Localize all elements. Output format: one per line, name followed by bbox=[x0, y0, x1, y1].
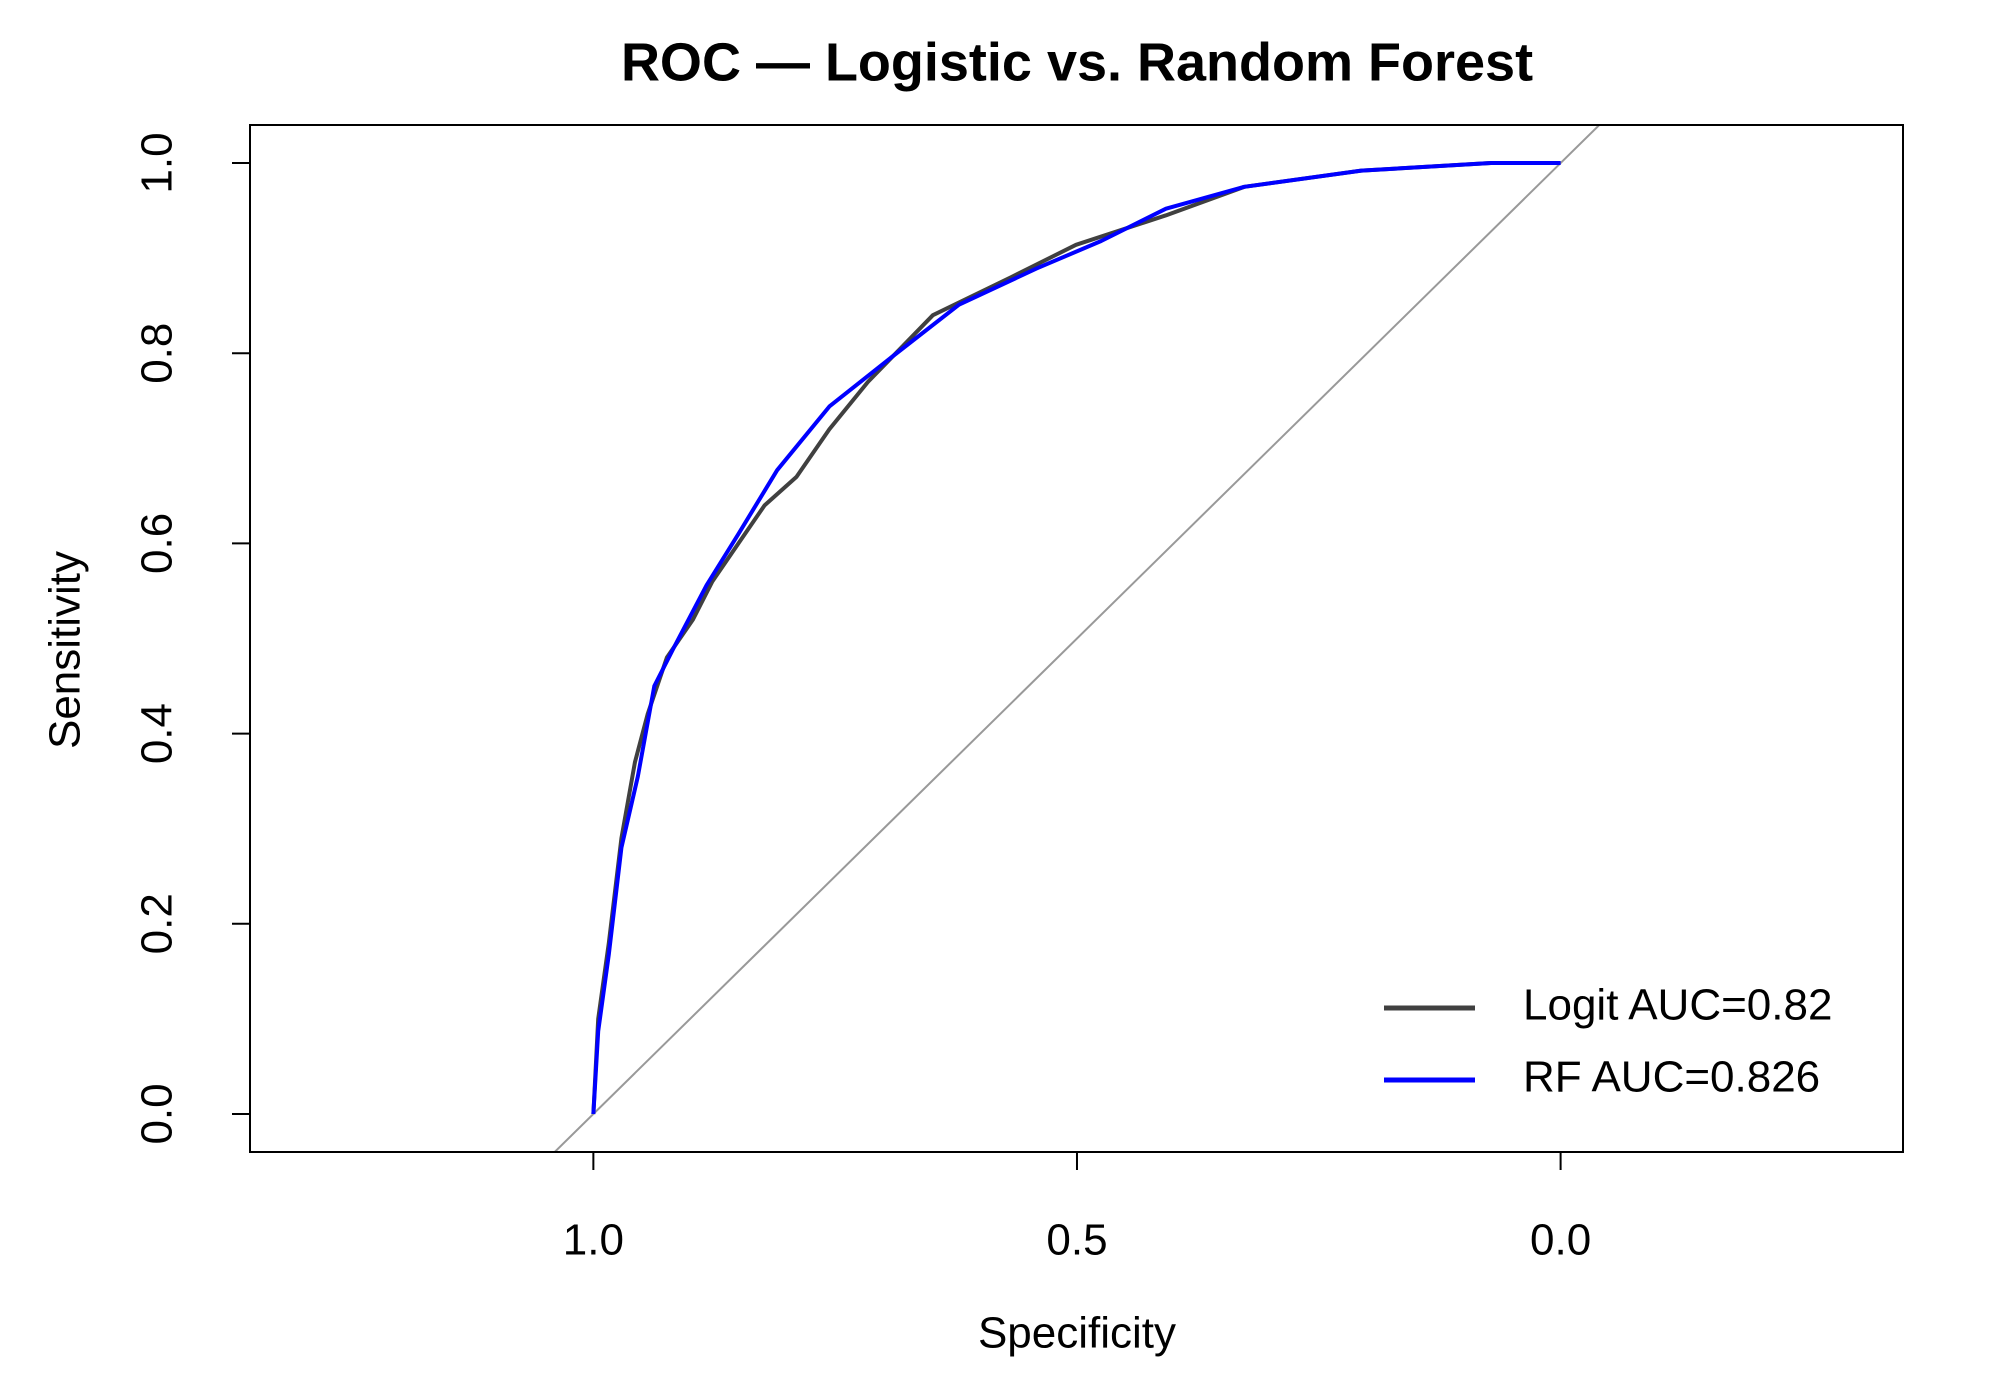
y-tick-label: 0.2 bbox=[133, 893, 182, 954]
y-tick-label: 0.0 bbox=[133, 1083, 182, 1144]
roc-line bbox=[591, 161, 1561, 1115]
y-tick-label: 0.6 bbox=[133, 513, 182, 574]
legend-label: Logit AUC=0.82 bbox=[1523, 981, 1832, 1030]
y-tick-label: 0.8 bbox=[133, 323, 182, 384]
x-tick-label: 0.5 bbox=[1046, 1216, 1107, 1265]
x-axis-label: Specificity bbox=[978, 1309, 1176, 1358]
x-tick-label: 1.0 bbox=[563, 1216, 624, 1265]
y-tick-label: 0.4 bbox=[133, 703, 182, 764]
y-axis-label: Sensitivity bbox=[41, 551, 90, 749]
chart-title: ROC — Logistic vs. Random Forest bbox=[621, 32, 1533, 92]
legend-label: RF AUC=0.826 bbox=[1523, 1053, 1820, 1102]
plot-frame bbox=[249, 124, 1904, 1153]
roc-line bbox=[591, 161, 1561, 1115]
y-tick-label: 1.0 bbox=[133, 132, 182, 193]
x-tick-label: 0.0 bbox=[1530, 1216, 1591, 1265]
